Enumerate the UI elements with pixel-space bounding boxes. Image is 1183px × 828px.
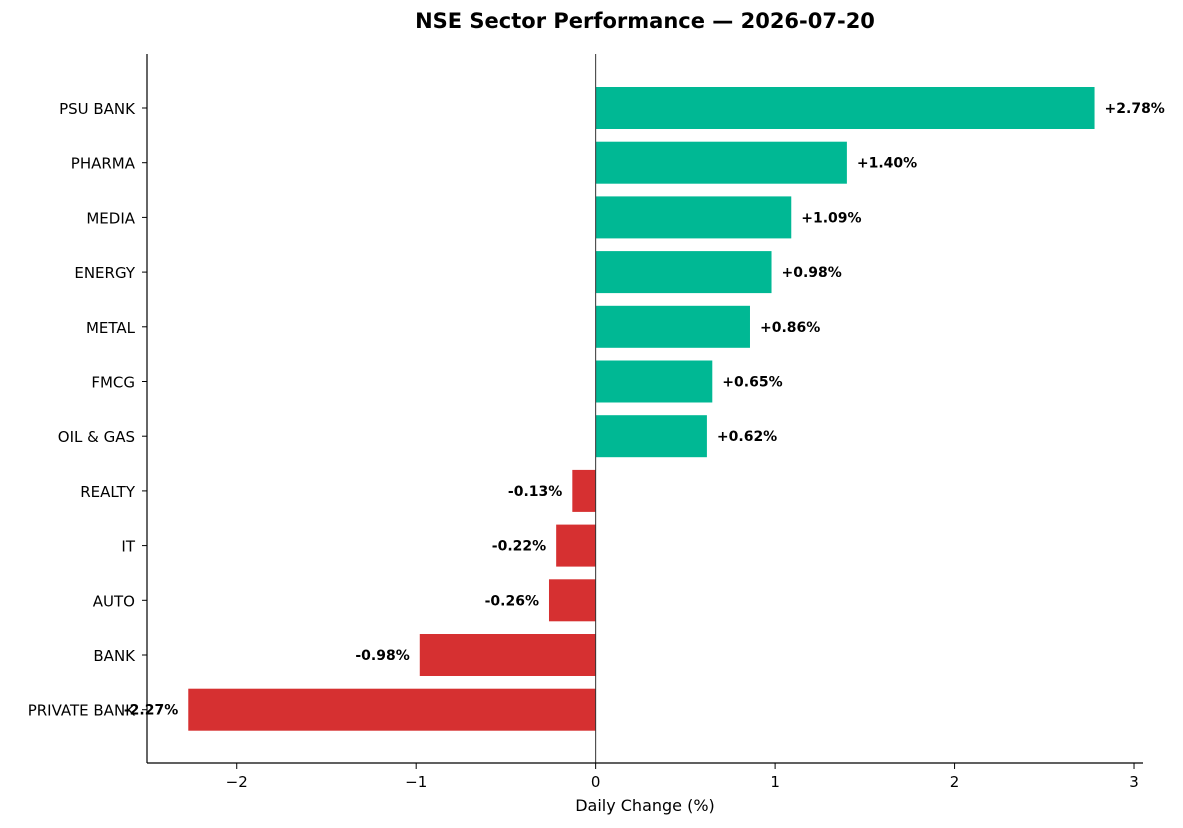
category-label: PHARMA	[71, 155, 136, 173]
bar-bank	[419, 634, 596, 676]
bar-value-label: -0.13%	[508, 484, 562, 500]
category-label: REALTY	[80, 483, 136, 501]
category-labels-group: PSU BANK PHARMA MEDIA ENERGY METAL FMCG OIL & …	[28, 100, 147, 720]
value-labels-group: +2.78% +1.40% +1.09% +0.98% +0.86% +0.65% +0.6…	[124, 101, 1165, 719]
category-label: PSU BANK	[59, 100, 136, 118]
bar-value-label: +2.78%	[1105, 101, 1165, 117]
category-label: BANK	[93, 647, 136, 665]
x-tick-label: 2	[950, 773, 960, 791]
bar-auto	[548, 579, 596, 622]
category-label: METAL	[86, 319, 136, 337]
bar-value-label: -2.27%	[124, 703, 178, 719]
bar-value-label: -0.98%	[355, 648, 409, 664]
bar-oil-gas	[595, 415, 707, 458]
bar-fmcg	[595, 360, 713, 403]
bar-value-label: +1.40%	[857, 156, 917, 172]
bar-pharma	[595, 141, 847, 184]
category-label: OIL & GAS	[58, 428, 135, 446]
category-label: FMCG	[91, 374, 135, 392]
x-ticks-group: −2 −1 0 1 2 3	[226, 763, 1139, 791]
x-tick-label: −2	[226, 773, 248, 791]
bars-group	[188, 87, 1095, 731]
bar-value-label: +0.65%	[722, 375, 782, 391]
bar-value-label: +0.62%	[717, 429, 777, 445]
chart-title: NSE Sector Performance — 2026-07-20	[415, 9, 875, 33]
bar-media	[595, 196, 792, 239]
category-label: IT	[121, 538, 135, 556]
bar-realty	[572, 469, 596, 512]
x-tick-label: −1	[405, 773, 427, 791]
bar-value-label: +0.86%	[760, 320, 820, 336]
x-tick-label: 1	[770, 773, 780, 791]
x-tick-label: 0	[591, 773, 601, 791]
x-tick-label: 3	[1129, 773, 1139, 791]
category-label: MEDIA	[86, 209, 135, 227]
category-label: AUTO	[93, 592, 135, 610]
bar-value-label: -0.22%	[492, 539, 546, 555]
bar-private-bank	[188, 688, 596, 731]
bar-metal	[595, 305, 750, 348]
bar-value-label: +1.09%	[801, 210, 861, 226]
x-axis-label: Daily Change (%)	[575, 796, 715, 815]
bar-it	[556, 524, 596, 567]
bar-energy	[595, 251, 772, 294]
bar-value-label: -0.26%	[485, 593, 539, 609]
bar-value-label: +0.98%	[782, 265, 842, 281]
category-label: PRIVATE BANK	[28, 702, 136, 720]
bar-psu-bank	[595, 87, 1095, 129]
category-label: ENERGY	[74, 264, 135, 282]
